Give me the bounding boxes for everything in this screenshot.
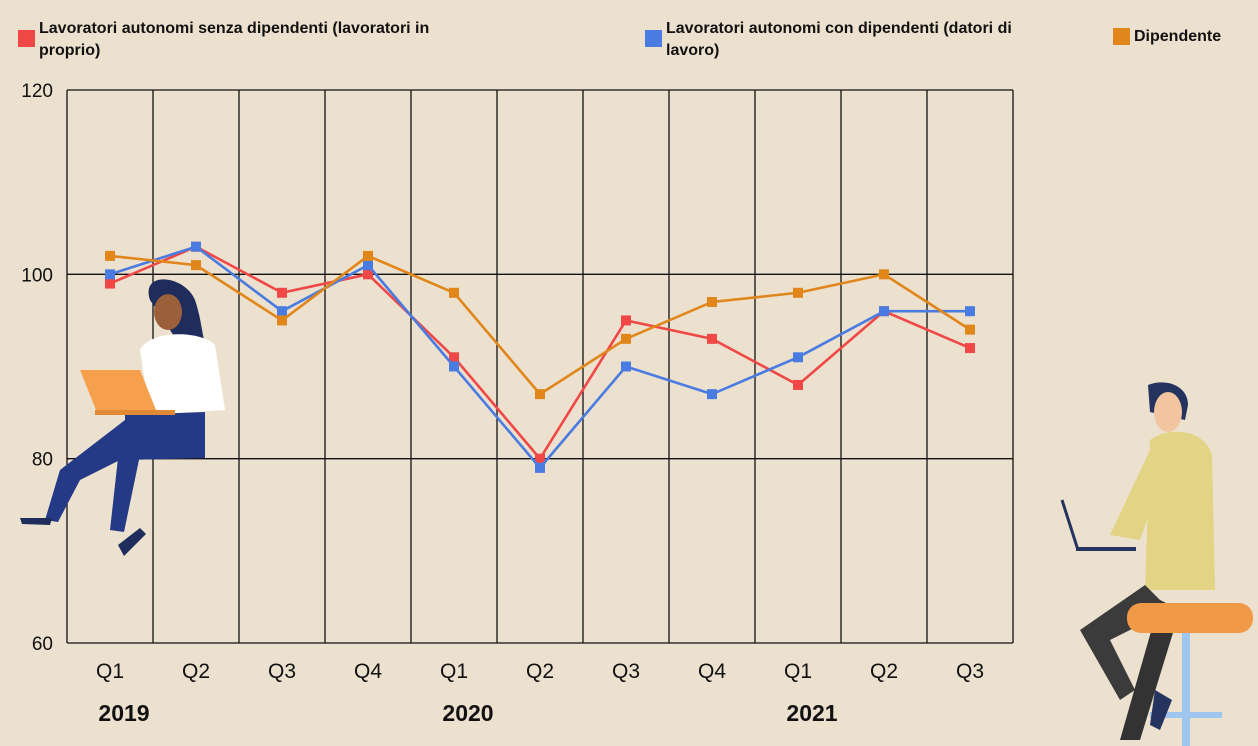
y-tick-label: 80: [32, 450, 53, 471]
point: [793, 288, 803, 298]
point: [277, 315, 287, 325]
page: Lavoratori autonomi senza dipendenti (la…: [0, 0, 1258, 746]
x-tick-label: Q3: [612, 660, 640, 683]
point: [105, 279, 115, 289]
point: [449, 288, 459, 298]
point: [793, 352, 803, 362]
point: [621, 362, 631, 372]
x-tick-label: Q1: [784, 660, 812, 683]
year-label: 2020: [442, 700, 493, 726]
x-tick-label: Q3: [268, 660, 296, 683]
point: [535, 463, 545, 473]
point: [879, 269, 889, 279]
point: [707, 334, 717, 344]
point: [965, 325, 975, 335]
point: [191, 260, 201, 270]
point: [105, 269, 115, 279]
year-label: 2021: [786, 700, 837, 726]
x-tick-label: Q3: [956, 660, 984, 683]
x-tick-label: Q4: [354, 660, 382, 683]
point: [535, 389, 545, 399]
year-label: 2019: [98, 700, 149, 726]
point: [363, 260, 373, 270]
point: [105, 251, 115, 261]
x-tick-label: Q1: [440, 660, 468, 683]
x-tick-label: Q4: [698, 660, 726, 683]
point: [277, 306, 287, 316]
x-tick-label: Q2: [526, 660, 554, 683]
point: [707, 297, 717, 307]
y-tick-label: 100: [21, 265, 53, 286]
point: [621, 334, 631, 344]
point: [965, 306, 975, 316]
x-tick-label: Q2: [870, 660, 898, 683]
point: [707, 389, 717, 399]
x-tick-label: Q2: [182, 660, 210, 683]
point: [449, 362, 459, 372]
point: [621, 315, 631, 325]
point: [277, 288, 287, 298]
chart: 60 80 100 120 Q1 2019 Q2 Q3 Q4 Q1 2020 Q2 Q3 Q4 Q1 2021…: [0, 0, 1258, 746]
y-tick-label: 120: [21, 81, 53, 102]
point: [191, 242, 201, 252]
y-tick-label: 60: [32, 634, 53, 655]
point: [879, 306, 889, 316]
point: [363, 251, 373, 261]
point: [965, 343, 975, 353]
x-tick-label: Q1: [96, 660, 124, 683]
point: [793, 380, 803, 390]
